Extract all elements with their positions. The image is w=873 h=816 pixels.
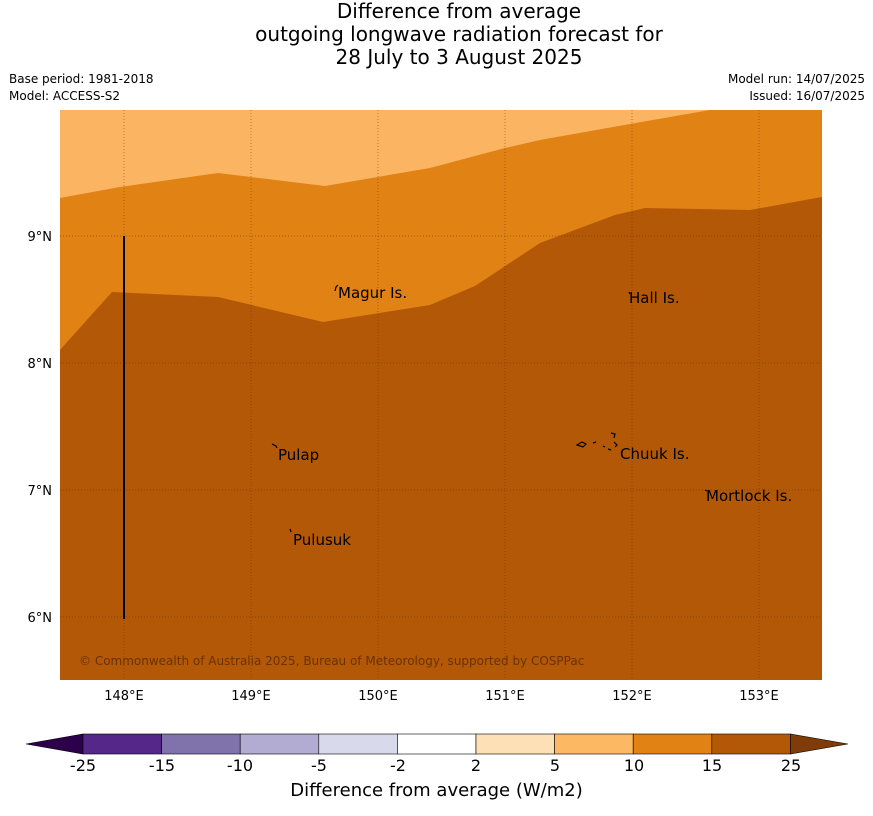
base-period-text: Base period: 1981-2018 (9, 72, 154, 86)
label-chuuk: Chuuk Is. (620, 445, 689, 463)
lat-tick: 6°N (28, 611, 53, 626)
colorbar (25, 733, 849, 755)
lat-tick-labels: 9°N 8°N 7°N 6°N (28, 230, 53, 626)
colorbar-tick: -15 (149, 756, 175, 775)
meta-left: Base period: 1981-2018 Model: ACCESS-S2 (9, 71, 154, 105)
colorbar-tick: -5 (311, 756, 327, 775)
region-15-25 (60, 197, 822, 680)
colorbar-tick: 5 (550, 756, 560, 775)
map-title: Difference from average outgoing longwav… (0, 0, 873, 69)
colorbar-tick: 15 (702, 756, 722, 775)
magur-island-shape (334, 284, 339, 292)
lon-tick: 151°E (485, 689, 525, 704)
model-text: Model: ACCESS-S2 (9, 89, 121, 103)
title-line-2: outgoing longwave radiation forecast for (255, 22, 663, 46)
pulap-island-shape (271, 443, 278, 449)
island-markers (271, 284, 708, 533)
label-mortlock: Mortlock Is. (706, 487, 792, 505)
colorbar-swatch (239, 733, 320, 755)
lon-tick: 153°E (739, 689, 779, 704)
lat-tick: 9°N (28, 230, 53, 245)
hall-island-shape (628, 291, 631, 295)
lat-tick: 7°N (28, 484, 53, 499)
place-labels: Magur Is. Hall Is. Pulap Chuuk Is. Mortl… (278, 284, 792, 549)
model-run-text: Model run: 14/07/2025 (727, 72, 865, 86)
colorbar-tick: 2 (471, 756, 481, 775)
lon-tick: 149°E (231, 689, 271, 704)
copyright-text: © Commonwealth of Australia 2025, Bureau… (79, 654, 584, 668)
colorbar-extend-high (790, 733, 849, 755)
issued-text: Issued: 16/07/2025 (749, 89, 865, 103)
colorbar-swatch (318, 733, 398, 755)
pulusuk-island-shape (289, 528, 292, 533)
colorbar-swatch (475, 733, 555, 755)
colorbar-tick: -10 (227, 756, 253, 775)
map-area: © Commonwealth of Australia 2025, Bureau… (60, 110, 822, 680)
colorbar-swatch (82, 733, 162, 755)
colorbar-swatch (711, 733, 791, 755)
colorbar-tick-labels: -25 -15 -10 -5 -2 2 5 10 15 25 (70, 756, 801, 775)
colorbar-tick: -2 (390, 756, 406, 775)
colorbar-tick: -25 (70, 756, 96, 775)
colorbar-swatch (397, 733, 477, 755)
lat-tick: 8°N (28, 357, 53, 372)
label-magur: Magur Is. (338, 284, 407, 302)
lon-tick: 152°E (612, 689, 652, 704)
label-hall: Hall Is. (629, 289, 680, 307)
colorbar-tick: 10 (624, 756, 644, 775)
colorbar-swatch (161, 733, 241, 755)
lon-tick-labels: 148°E 149°E 150°E 151°E 152°E 153°E (104, 689, 779, 704)
colorbar-tick: 25 (781, 756, 801, 775)
chuuk-lagoon-shape (575, 432, 618, 451)
title-line-3: 28 July to 3 August 2025 (335, 45, 583, 69)
mortlock-island-shape (704, 489, 708, 492)
colorbar-extend-low (25, 733, 84, 755)
lon-tick: 150°E (358, 689, 398, 704)
meta-right: Model run: 14/07/2025 Issued: 16/07/2025 (728, 71, 865, 105)
label-pulap: Pulap (278, 446, 319, 464)
colorbar-swatch (554, 733, 634, 755)
colorbar-swatch (632, 733, 713, 755)
colorbar-label: Difference from average (W/m2) (290, 780, 583, 801)
lon-tick: 148°E (104, 689, 144, 704)
title-line-1: Difference from average (336, 0, 582, 23)
label-pulusuk: Pulusuk (293, 531, 351, 549)
